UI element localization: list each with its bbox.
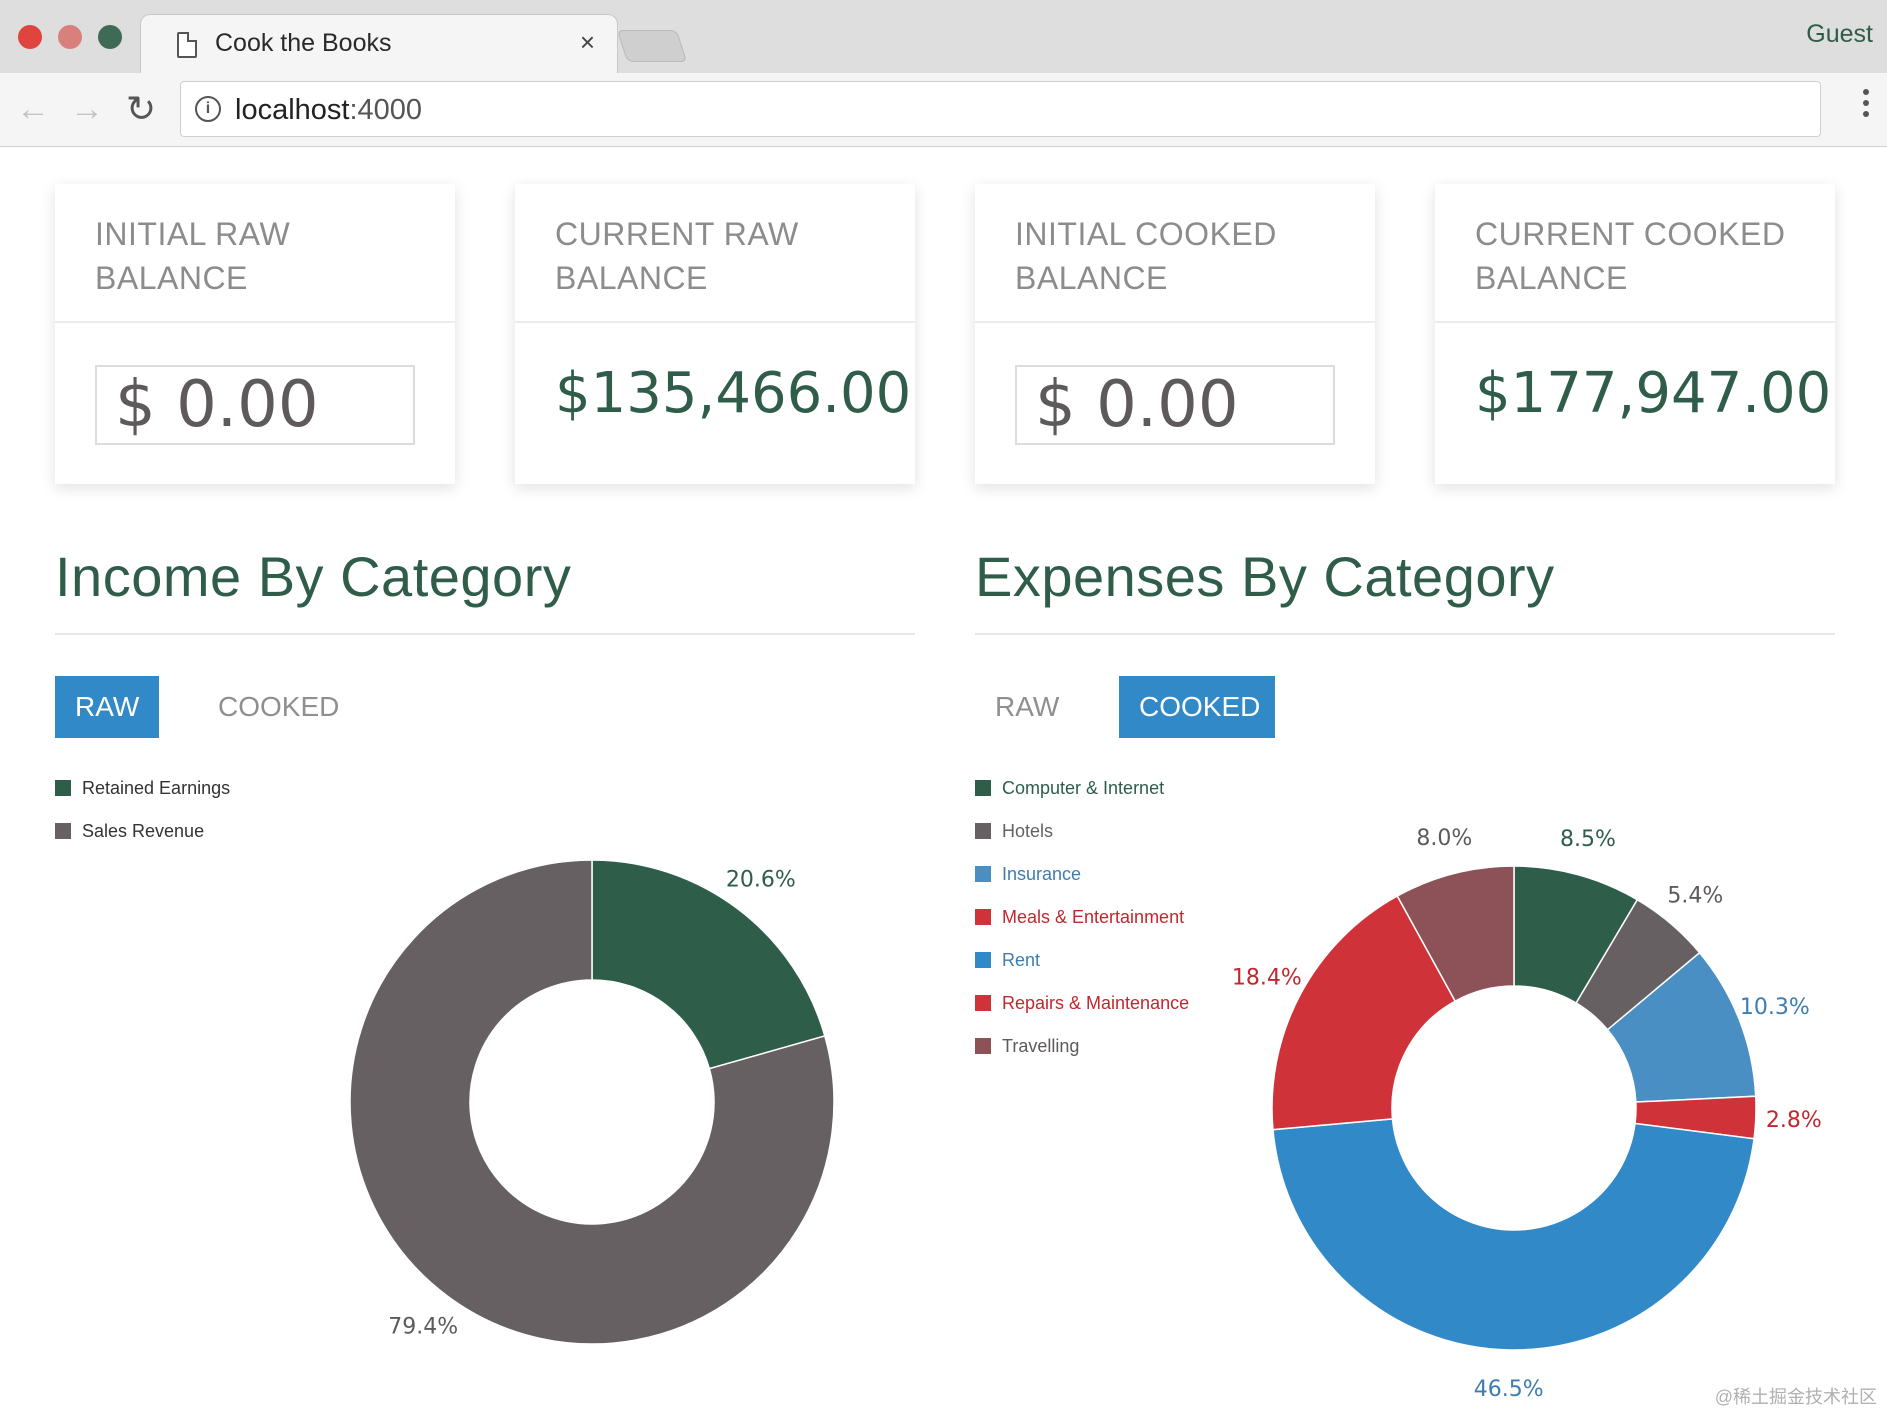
legend-swatch — [975, 823, 991, 839]
legend-label: Sales Revenue — [82, 821, 205, 841]
address-bar[interactable]: i localhost:4000 — [180, 81, 1821, 137]
legend-swatch — [975, 866, 991, 882]
legend-label: Meals & Entertainment — [1002, 907, 1185, 927]
legend-swatch — [975, 1038, 991, 1054]
expenses-value-label-hotels: 5.4% — [1667, 884, 1723, 909]
income-slice-retained-earnings[interactable] — [591, 859, 826, 1070]
document-icon — [177, 32, 197, 58]
current-raw-balance-value: $135,466.00 — [555, 361, 912, 426]
legend-swatch — [55, 780, 71, 796]
expenses-raw-toggle[interactable]: RAW — [995, 691, 1060, 722]
legend-label: Repairs & Maintenance — [1002, 993, 1190, 1013]
income-value-label-retained-earnings: 20.6% — [726, 868, 796, 893]
legend-swatch — [975, 995, 991, 1011]
expenses-slice-rent[interactable] — [1272, 1118, 1755, 1351]
close-window-button[interactable] — [18, 25, 42, 49]
legend-label: Rent — [1002, 950, 1041, 970]
card-initial-cooked-balance: INITIAL COOKED BALANCE $ 0.00 — [975, 184, 1375, 484]
legend-swatch — [55, 823, 71, 839]
expenses-value-label-rent: 46.5% — [1474, 1377, 1544, 1400]
income-cooked-toggle[interactable]: COOKED — [218, 691, 340, 722]
income-raw-toggle[interactable]: RAW — [55, 676, 159, 738]
reload-icon[interactable]: ↻ — [126, 88, 157, 129]
card-title: INITIAL RAW BALANCE — [55, 184, 455, 323]
card-current-raw-balance: CURRENT RAW BALANCE $135,466.00 — [515, 184, 915, 484]
expenses-cooked-toggle[interactable]: COOKED — [1119, 676, 1275, 738]
back-arrow-icon[interactable]: ← — [16, 90, 50, 128]
maximize-window-button[interactable] — [98, 25, 122, 49]
expenses-donut-chart: 8.5% 5.4% 10.3% 2.8% 46.5% 18.4% 8.0% — [1232, 826, 1822, 1400]
info-icon[interactable]: i — [195, 96, 221, 122]
initial-raw-balance-input[interactable]: $ 0.00 — [95, 365, 415, 445]
forward-arrow-icon[interactable]: → — [70, 90, 104, 128]
expenses-slice-travelling[interactable] — [1396, 865, 1515, 1003]
card-title: INITIAL COOKED BALANCE — [975, 184, 1375, 323]
current-cooked-balance-value: $177,947.00 — [1475, 361, 1832, 426]
card-initial-raw-balance: INITIAL RAW BALANCE $ 0.00 — [55, 184, 455, 484]
browser-menu-icon[interactable] — [1863, 89, 1869, 122]
income-donut-chart: 20.6% 79.4% — [349, 859, 835, 1345]
card-title: CURRENT COOKED BALANCE — [1435, 184, 1835, 323]
initial-cooked-balance-input[interactable]: $ 0.00 — [1015, 365, 1335, 445]
income-divider — [55, 633, 915, 635]
browser-toolbar: ← → ↻ i localhost:4000 — [0, 73, 1887, 147]
legend-label: Insurance — [1002, 864, 1082, 884]
browser-tab-bar: Cook the Books × Guest — [0, 0, 1887, 74]
url-host: localhost — [235, 94, 350, 126]
legend-swatch — [975, 952, 991, 968]
profile-button[interactable]: Guest — [1806, 20, 1873, 48]
legend-label: Travelling — [1002, 1036, 1080, 1056]
income-value-label-sales-revenue: 79.4% — [388, 1314, 458, 1339]
expenses-divider — [975, 633, 1835, 635]
expenses-value-label-repairs-and-maintenance: 18.4% — [1232, 965, 1302, 990]
expenses-value-label-insurance: 10.3% — [1740, 995, 1810, 1020]
card-title: CURRENT RAW BALANCE — [515, 184, 915, 323]
browser-tab[interactable]: Cook the Books × — [140, 14, 618, 74]
expenses-section-title: Expenses By Category — [975, 545, 1555, 608]
card-current-cooked-balance: CURRENT COOKED BALANCE $177,947.00 — [1435, 184, 1835, 484]
legend-label: Hotels — [1002, 821, 1054, 841]
legend-swatch — [975, 909, 991, 925]
close-tab-icon[interactable]: × — [579, 27, 595, 57]
income-section-title: Income By Category — [55, 545, 572, 608]
url-port: :4000 — [349, 94, 423, 126]
tab-title: Cook the Books — [215, 29, 392, 57]
expenses-value-label-travelling: 8.0% — [1416, 826, 1472, 851]
legend-label: Computer & Internet — [1002, 778, 1165, 798]
income-slice-sales-revenue[interactable] — [349, 859, 835, 1345]
expenses-slice-repairs-and-maintenance[interactable] — [1271, 894, 1457, 1131]
expenses-value-label-meals-and-entertainment: 2.8% — [1766, 1108, 1822, 1133]
url-text[interactable]: localhost:4000 — [235, 94, 422, 127]
watermark: @稀土掘金技术社区 — [1714, 1387, 1877, 1407]
expenses-value-label-computer-and-internet: 8.5% — [1560, 827, 1616, 852]
legend-label: Retained Earnings — [82, 778, 231, 798]
minimize-window-button[interactable] — [58, 25, 82, 49]
legend-swatch — [975, 780, 991, 796]
new-tab-button[interactable] — [616, 30, 688, 62]
